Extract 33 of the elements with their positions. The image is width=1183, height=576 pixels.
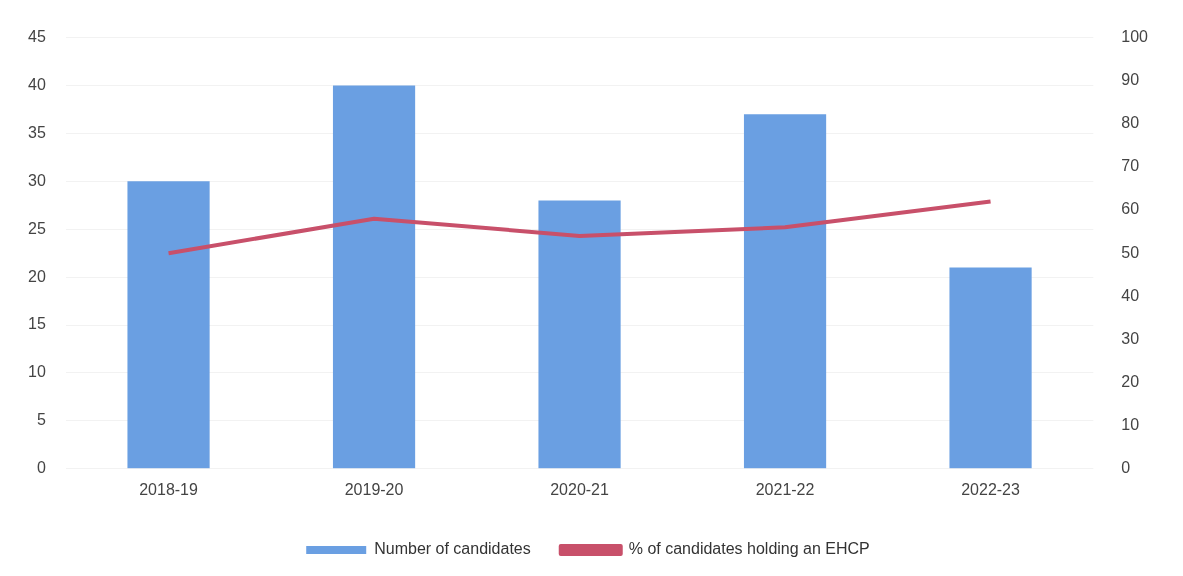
y2-tick-label: 50 bbox=[1121, 243, 1140, 261]
bar bbox=[949, 267, 1032, 469]
x-tick-label: 2018-19 bbox=[139, 480, 199, 498]
y2-tick-label: 30 bbox=[1121, 329, 1140, 347]
y-tick-label: 15 bbox=[28, 315, 46, 333]
x-tick-label: 2021-22 bbox=[755, 480, 815, 498]
y2-tick-label: 40 bbox=[1121, 286, 1140, 304]
legend-label: % of candidates holding an EHCP bbox=[628, 540, 870, 558]
bar bbox=[332, 85, 416, 469]
y2-tick-label: 80 bbox=[1121, 114, 1140, 132]
y-tick-label: 30 bbox=[28, 171, 46, 189]
y-tick-label: 5 bbox=[36, 411, 46, 429]
y-tick-label: 25 bbox=[28, 219, 46, 237]
x-tick-label: 2019-20 bbox=[344, 480, 404, 498]
y-tick-label: 10 bbox=[28, 363, 46, 381]
y-tick-label: 0 bbox=[36, 459, 46, 477]
legend-label: Number of candidates bbox=[374, 540, 531, 558]
y2-tick-label: 0 bbox=[1121, 459, 1131, 477]
y2-tick-label: 20 bbox=[1121, 372, 1140, 390]
x-tick-label: 2020-21 bbox=[550, 480, 610, 498]
x-tick-label: 2022-23 bbox=[961, 480, 1021, 498]
y-tick-label: 40 bbox=[28, 75, 46, 93]
bar bbox=[127, 181, 210, 469]
y2-tick-label: 10 bbox=[1121, 416, 1140, 434]
y2-tick-label: 90 bbox=[1121, 71, 1140, 89]
y2-tick-label: 60 bbox=[1121, 200, 1140, 218]
y-tick-label: 35 bbox=[28, 123, 46, 141]
y-tick-label: 45 bbox=[28, 28, 46, 46]
bar bbox=[743, 114, 827, 469]
y-tick-label: 20 bbox=[28, 267, 46, 285]
y2-tick-label: 100 bbox=[1121, 28, 1149, 46]
y2-tick-label: 70 bbox=[1121, 157, 1140, 175]
bar bbox=[538, 200, 621, 469]
